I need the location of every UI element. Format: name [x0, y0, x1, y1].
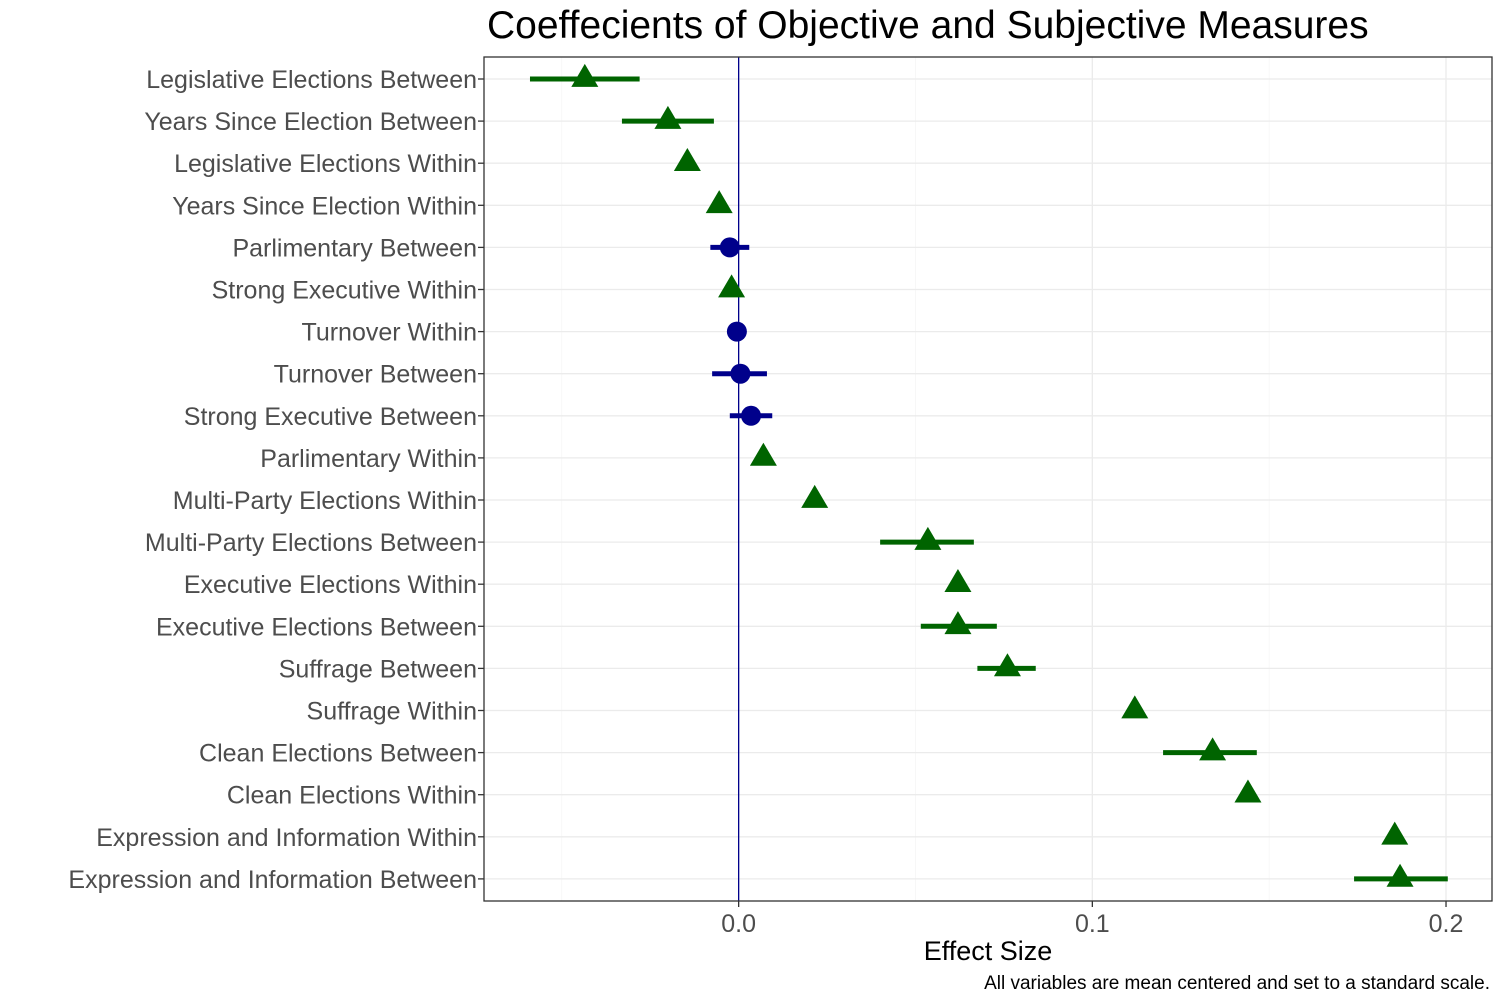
point-13	[944, 569, 972, 593]
y-tick-label: Turnover Between	[274, 361, 477, 389]
y-tick-label: Legislative Elections Within	[174, 150, 477, 178]
point-4	[705, 190, 733, 214]
y-tick-label: Clean Elections Within	[227, 782, 477, 810]
y-tick-label: Turnover Within	[301, 319, 477, 347]
point-3	[673, 148, 701, 172]
y-tick-label: Suffrage Within	[307, 698, 477, 726]
point-14	[920, 611, 997, 635]
marks	[529, 63, 1448, 887]
x-tick-label: 0.1	[1075, 910, 1110, 938]
y-tick-label: Parlimentary Within	[260, 445, 477, 473]
triangle-marker	[1381, 821, 1409, 845]
x-axis: 0.0 0.1 0.2	[721, 901, 1463, 938]
y-tick-label: Suffrage Between	[279, 655, 477, 683]
point-9	[729, 405, 773, 426]
point-1	[529, 63, 640, 87]
triangle-marker	[1199, 737, 1227, 761]
point-7	[726, 321, 747, 342]
triangle-marker	[749, 442, 777, 466]
point-2	[621, 105, 714, 129]
grid	[484, 57, 1492, 901]
panel-border	[483, 56, 1493, 902]
y-tick-label: Expression and Information Within	[96, 824, 477, 852]
y-tick-label: Legislative Elections Between	[146, 66, 477, 94]
point-5	[710, 237, 750, 258]
point-17	[1163, 737, 1257, 761]
triangle-marker	[1386, 863, 1414, 887]
y-tick-label: Years Since Election Between	[144, 108, 477, 136]
point-20	[1354, 863, 1448, 887]
triangle-marker	[673, 148, 701, 172]
point-6	[718, 274, 746, 298]
x-axis-label: Effect Size	[924, 936, 1053, 966]
y-tick-label: Years Since Election Within	[172, 192, 477, 220]
y-tick-label: Strong Executive Within	[212, 277, 477, 305]
chart-title: Coeffecients of Objective and Subjective…	[487, 4, 1369, 47]
point-11	[801, 484, 829, 508]
triangle-marker	[718, 274, 746, 298]
triangle-marker	[944, 611, 972, 635]
circle-marker	[719, 237, 740, 258]
y-tick-label: Executive Elections Within	[184, 571, 477, 599]
triangle-marker	[654, 105, 682, 129]
x-tick-label: 0.2	[1429, 910, 1464, 938]
y-tick-label: Strong Executive Between	[184, 403, 477, 431]
point-19	[1381, 821, 1409, 845]
triangle-marker	[914, 526, 942, 550]
point-18	[1234, 779, 1262, 803]
triangle-marker	[705, 190, 733, 214]
y-tick-label: Clean Elections Between	[199, 740, 477, 768]
y-tick-label: Parlimentary Between	[232, 234, 477, 262]
triangle-marker	[571, 63, 599, 87]
y-tick-label: Multi-Party Elections Between	[145, 529, 477, 557]
point-10	[749, 442, 777, 466]
triangle-marker	[1121, 695, 1149, 719]
circle-marker	[730, 363, 751, 384]
circle-marker	[741, 405, 762, 426]
point-12	[880, 526, 974, 550]
point-8	[712, 363, 767, 384]
chart-caption: All variables are mean centered and set …	[984, 973, 1490, 994]
point-15	[977, 653, 1036, 677]
triangle-marker	[801, 484, 829, 508]
triangle-marker	[993, 653, 1021, 677]
y-tick-label: Multi-Party Elections Within	[173, 487, 477, 515]
point-16	[1121, 695, 1149, 719]
circle-marker	[726, 321, 747, 342]
y-tick-label: Expression and Information Between	[68, 866, 477, 894]
triangle-marker	[1234, 779, 1262, 803]
y-axis: Legislative Elections Between Years Since…	[68, 66, 484, 894]
x-tick-label: 0.0	[721, 910, 756, 938]
triangle-marker	[944, 569, 972, 593]
y-tick-label: Executive Elections Between	[156, 613, 477, 641]
